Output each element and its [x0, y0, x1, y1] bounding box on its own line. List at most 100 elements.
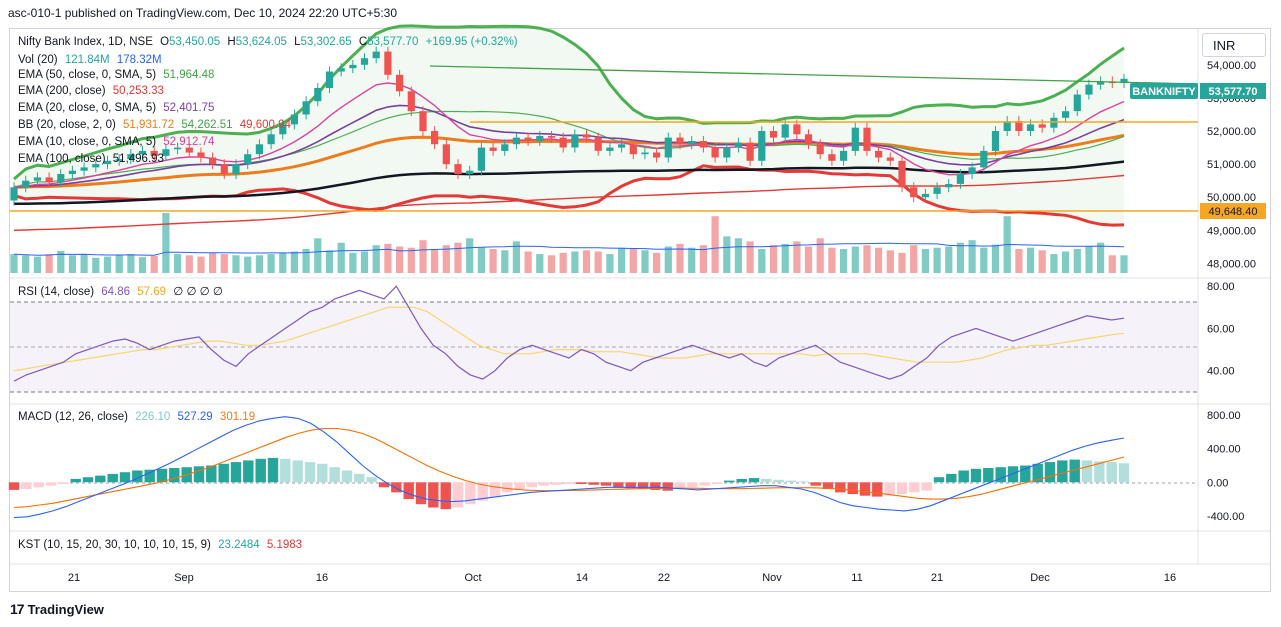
support-price-label: 49,648.40	[1209, 206, 1258, 218]
macd-hist-bar	[970, 468, 982, 483]
macd-hist-bar	[748, 478, 760, 483]
open-label: O	[160, 36, 170, 48]
candle	[1062, 106, 1070, 123]
macd-value1: 226.10	[135, 411, 171, 423]
macd-hist-bar	[280, 458, 291, 483]
candle	[325, 66, 334, 93]
candle	[653, 147, 661, 163]
volume-bar	[115, 255, 123, 273]
macd-tick-label: 800.00	[1207, 410, 1241, 422]
candle	[466, 165, 474, 179]
macd-hist-bar	[995, 467, 1006, 483]
bb-legend[interactable]: BB (20, close, 2, 0) 51,931.72 54,262.51…	[18, 119, 295, 131]
ema20-legend[interactable]: EMA (20, close, 0, SMA, 5) 52,401.75	[18, 102, 218, 114]
volume-bar	[840, 249, 848, 273]
candle	[127, 149, 135, 165]
rsi-value1: 64.86	[101, 286, 131, 298]
chart-frame[interactable]	[9, 28, 1271, 592]
candle	[209, 152, 217, 170]
axes: 54,000.0053,000.0052,000.0051,000.0050,0…	[68, 60, 1256, 584]
bb-fill-area	[14, 25, 1124, 226]
candle	[991, 126, 1000, 156]
rsi-legend[interactable]: RSI (14, close) 64.86 57.69 ∅ ∅ ∅ ∅	[18, 284, 227, 298]
vol-label: Vol (20)	[18, 54, 58, 66]
volume-bar	[103, 256, 112, 273]
macd-tick-label: 0.00	[1207, 477, 1228, 489]
time-tick-label: 21	[68, 572, 80, 584]
ema100-legend[interactable]: EMA (100, close) 51,496.93	[18, 153, 168, 165]
macd-legend[interactable]: MACD (12, 26, close) 226.10 527.29 301.1…	[18, 411, 259, 423]
candle	[220, 159, 228, 179]
volume-bar	[197, 256, 205, 273]
indicator-lines	[13, 24, 1125, 231]
macd-hist-bar	[119, 472, 131, 483]
volume-bar	[127, 254, 135, 273]
macd-hist-bar	[1032, 463, 1043, 483]
candle	[1015, 116, 1023, 136]
candle	[886, 152, 894, 166]
candle	[641, 147, 649, 160]
rsi-pane	[13, 285, 1125, 382]
vol-legend[interactable]: Vol (20) 121.84M 178.32M	[18, 54, 166, 66]
candle	[606, 142, 614, 156]
volume-bar	[956, 242, 964, 273]
candle	[559, 132, 567, 153]
macd-hist-bar	[95, 475, 106, 483]
macd-hist-bar	[502, 482, 513, 493]
candle	[103, 155, 112, 170]
macd-hist-bar	[156, 468, 168, 483]
candle	[699, 136, 707, 153]
volume-bar	[431, 249, 439, 273]
kst-legend[interactable]: KST (10, 15, 20, 30, 10, 10, 10, 15, 9) …	[18, 539, 306, 551]
candle	[1003, 116, 1011, 136]
close-label: C	[358, 36, 368, 48]
candle	[302, 96, 310, 120]
last-price-badge: 53,577.70	[1200, 83, 1266, 99]
candle	[489, 142, 497, 156]
candle	[185, 142, 193, 158]
macd-label: MACD (12, 26, close)	[18, 411, 128, 423]
volume-bar	[267, 254, 275, 273]
candle	[33, 172, 41, 186]
macd-hist-bar	[699, 482, 710, 486]
macd-hist-bar	[563, 482, 575, 484]
volume-bar	[396, 246, 404, 273]
ema20-line	[13, 104, 1125, 189]
rsi-tick-label: 80.00	[1207, 281, 1235, 293]
macd-hist-bar	[33, 482, 44, 488]
volume-bar	[419, 240, 427, 273]
time-tick-label: Dec	[1030, 572, 1050, 584]
price-tick-label: 50,000.00	[1207, 192, 1256, 204]
volume-bar	[454, 242, 462, 273]
candle	[150, 145, 158, 161]
ema50-legend[interactable]: EMA (50, close, 0, SMA, 5) 51,964.48	[18, 69, 218, 81]
candle	[851, 122, 859, 156]
candle	[512, 132, 520, 150]
time-tick-label: 16	[1164, 572, 1176, 584]
volume-bar	[232, 255, 240, 273]
volume-bar	[875, 247, 883, 273]
bb-value1: 51,931.72	[123, 119, 175, 131]
volume-bar	[618, 247, 626, 273]
candle	[360, 53, 369, 70]
ema10-value: 52,912.74	[163, 136, 215, 148]
main-legend[interactable]: Nifty Bank Index, 1D, NSE O53,450.05 H53…	[18, 36, 522, 48]
ema10-legend[interactable]: EMA (10, close, 0, SMA, 5) 52,912.74	[18, 136, 218, 148]
volume-bar	[699, 245, 707, 273]
macd-hist-bar	[526, 482, 538, 488]
tradingview-footer[interactable]: 17 TradingView	[10, 601, 104, 617]
time-tick-label: Sep	[174, 572, 194, 584]
currency-selector[interactable]: INR	[1202, 33, 1266, 57]
macd-signal-line	[13, 427, 1125, 509]
candle	[349, 59, 357, 74]
volume-bar	[1085, 246, 1093, 273]
rsi-tick-label: 60.00	[1207, 323, 1235, 335]
volume-bar	[314, 238, 322, 273]
ema50-line	[13, 133, 1125, 189]
macd-hist-bar	[637, 482, 649, 489]
ema200-legend[interactable]: EMA (200, close) 50,253.33	[18, 85, 168, 97]
candle	[547, 131, 556, 143]
candle	[454, 159, 462, 179]
macd-hist-bar	[1118, 463, 1130, 483]
